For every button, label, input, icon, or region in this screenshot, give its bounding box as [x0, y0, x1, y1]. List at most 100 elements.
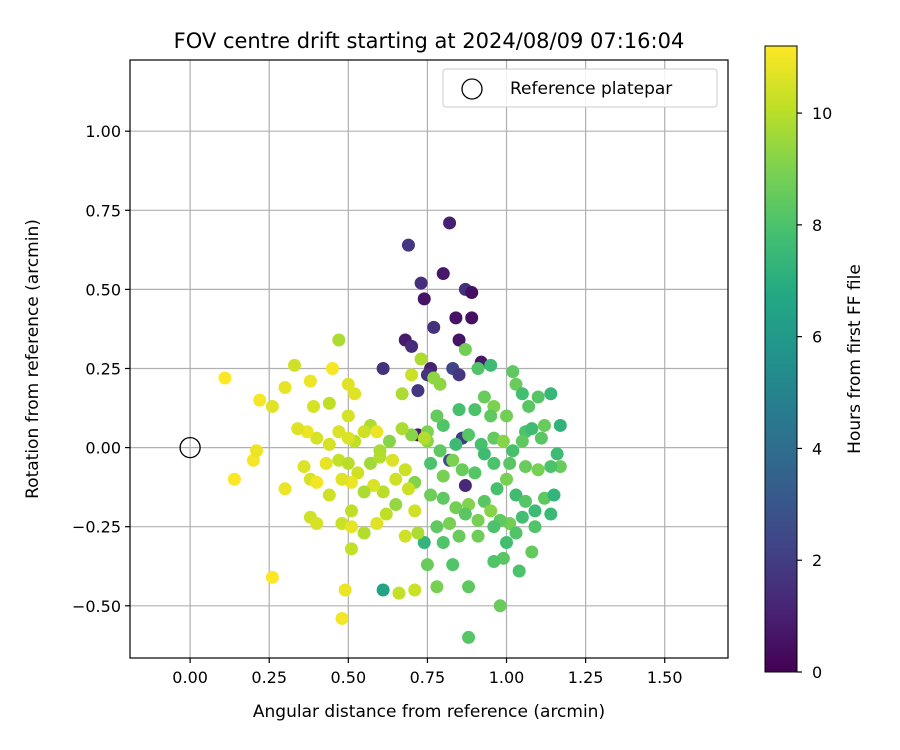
colorbar-tick-label: 6: [812, 328, 822, 347]
data-point: [515, 510, 529, 524]
data-point: [227, 472, 241, 486]
data-point: [547, 488, 561, 502]
data-point: [500, 409, 514, 423]
colorbar-gradient: [764, 45, 798, 673]
data-point: [341, 377, 355, 391]
data-point: [370, 517, 384, 531]
data-point: [344, 504, 358, 518]
data-point: [392, 586, 406, 600]
data-point: [465, 286, 479, 300]
data-point: [477, 494, 491, 508]
data-point: [487, 554, 501, 568]
data-point: [297, 460, 311, 474]
data-point: [430, 409, 444, 423]
data-point: [417, 292, 431, 306]
data-point: [389, 472, 403, 486]
colorbar-tick-label: 2: [812, 551, 822, 570]
x-tick-label: 0.25: [251, 668, 287, 687]
data-point: [458, 479, 472, 493]
data-point: [398, 529, 412, 543]
x-gridlines: [189, 60, 666, 658]
data-point: [433, 377, 447, 391]
y-tick-label: 0.00: [85, 439, 121, 458]
data-point: [487, 456, 501, 470]
data-point: [506, 444, 520, 458]
x-axis-label: Angular distance from reference (arcmin): [253, 702, 605, 722]
data-point: [458, 507, 472, 521]
chart-title: FOV centre drift starting at 2024/08/09 …: [174, 29, 685, 53]
x-tick-label: 0.50: [331, 668, 367, 687]
data-point: [398, 463, 412, 477]
data-point: [436, 469, 450, 483]
data-point: [512, 564, 526, 578]
data-point: [496, 434, 510, 448]
data-point: [319, 456, 333, 470]
data-point: [484, 504, 498, 518]
data-point: [411, 384, 425, 398]
data-point: [471, 529, 485, 543]
data-point: [335, 472, 349, 486]
data-point: [376, 361, 390, 375]
data-point: [424, 488, 438, 502]
data-point: [455, 463, 469, 477]
data-point: [468, 466, 482, 480]
data-point: [430, 580, 444, 594]
data-point: [310, 431, 324, 445]
data-point: [449, 437, 463, 451]
data-point: [500, 472, 514, 486]
data-point: [462, 630, 476, 644]
data-point: [465, 311, 479, 325]
legend: Reference platepar: [442, 68, 718, 108]
data-point: [550, 447, 564, 461]
data-point: [519, 494, 533, 508]
data-point: [446, 453, 460, 467]
data-point: [389, 498, 403, 512]
data-point: [484, 409, 498, 423]
colorbar: 0 2 4 6 8 10 Hours from first FF file: [764, 45, 865, 682]
data-point: [503, 456, 517, 470]
data-point: [553, 460, 567, 474]
legend-box: [442, 68, 718, 108]
colorbar-tick-label: 10: [812, 104, 832, 123]
data-point: [379, 507, 393, 521]
x-tick-label: 1.25: [568, 668, 604, 687]
data-point: [303, 374, 317, 388]
data-point: [357, 485, 371, 499]
data-point: [462, 428, 476, 442]
colorbar-tick-label: 8: [812, 216, 822, 235]
data-point: [363, 456, 377, 470]
data-point: [265, 399, 279, 413]
data-point: [288, 358, 302, 372]
data-point: [405, 339, 419, 353]
x-tick-label: 1.50: [647, 668, 683, 687]
plot-frame: [129, 59, 729, 659]
data-point: [376, 485, 390, 499]
y-axis-ticks: −0.50 −0.25 0.00 0.25 0.50 0.75 1.00: [72, 122, 130, 616]
legend-entry-label: Reference platepar: [510, 79, 672, 99]
colorbar-tick-label: 4: [812, 439, 822, 458]
data-point: [322, 396, 336, 410]
data-point: [386, 453, 400, 467]
data-point: [417, 431, 431, 445]
data-point: [522, 399, 536, 413]
data-point: [490, 482, 504, 496]
data-point: [468, 403, 482, 417]
data-point: [310, 475, 324, 489]
reference-platepar-marker: [179, 436, 201, 459]
data-point: [417, 536, 431, 550]
data-point: [335, 611, 349, 625]
data-point: [344, 542, 358, 556]
data-point: [395, 387, 409, 401]
data-point: [452, 368, 466, 382]
y-axis-label: Rotation from reference (arcmin): [23, 219, 43, 499]
x-axis-ticks: 0.00 0.25 0.50 0.75 1.00 1.25 1.50: [172, 658, 683, 687]
data-point: [401, 482, 415, 496]
legend-open-circle-icon: [461, 78, 483, 100]
data-point: [408, 504, 422, 518]
data-point: [373, 450, 387, 464]
data-point: [544, 507, 558, 521]
data-point: [515, 387, 529, 401]
data-point: [341, 456, 355, 470]
data-point: [509, 377, 523, 391]
